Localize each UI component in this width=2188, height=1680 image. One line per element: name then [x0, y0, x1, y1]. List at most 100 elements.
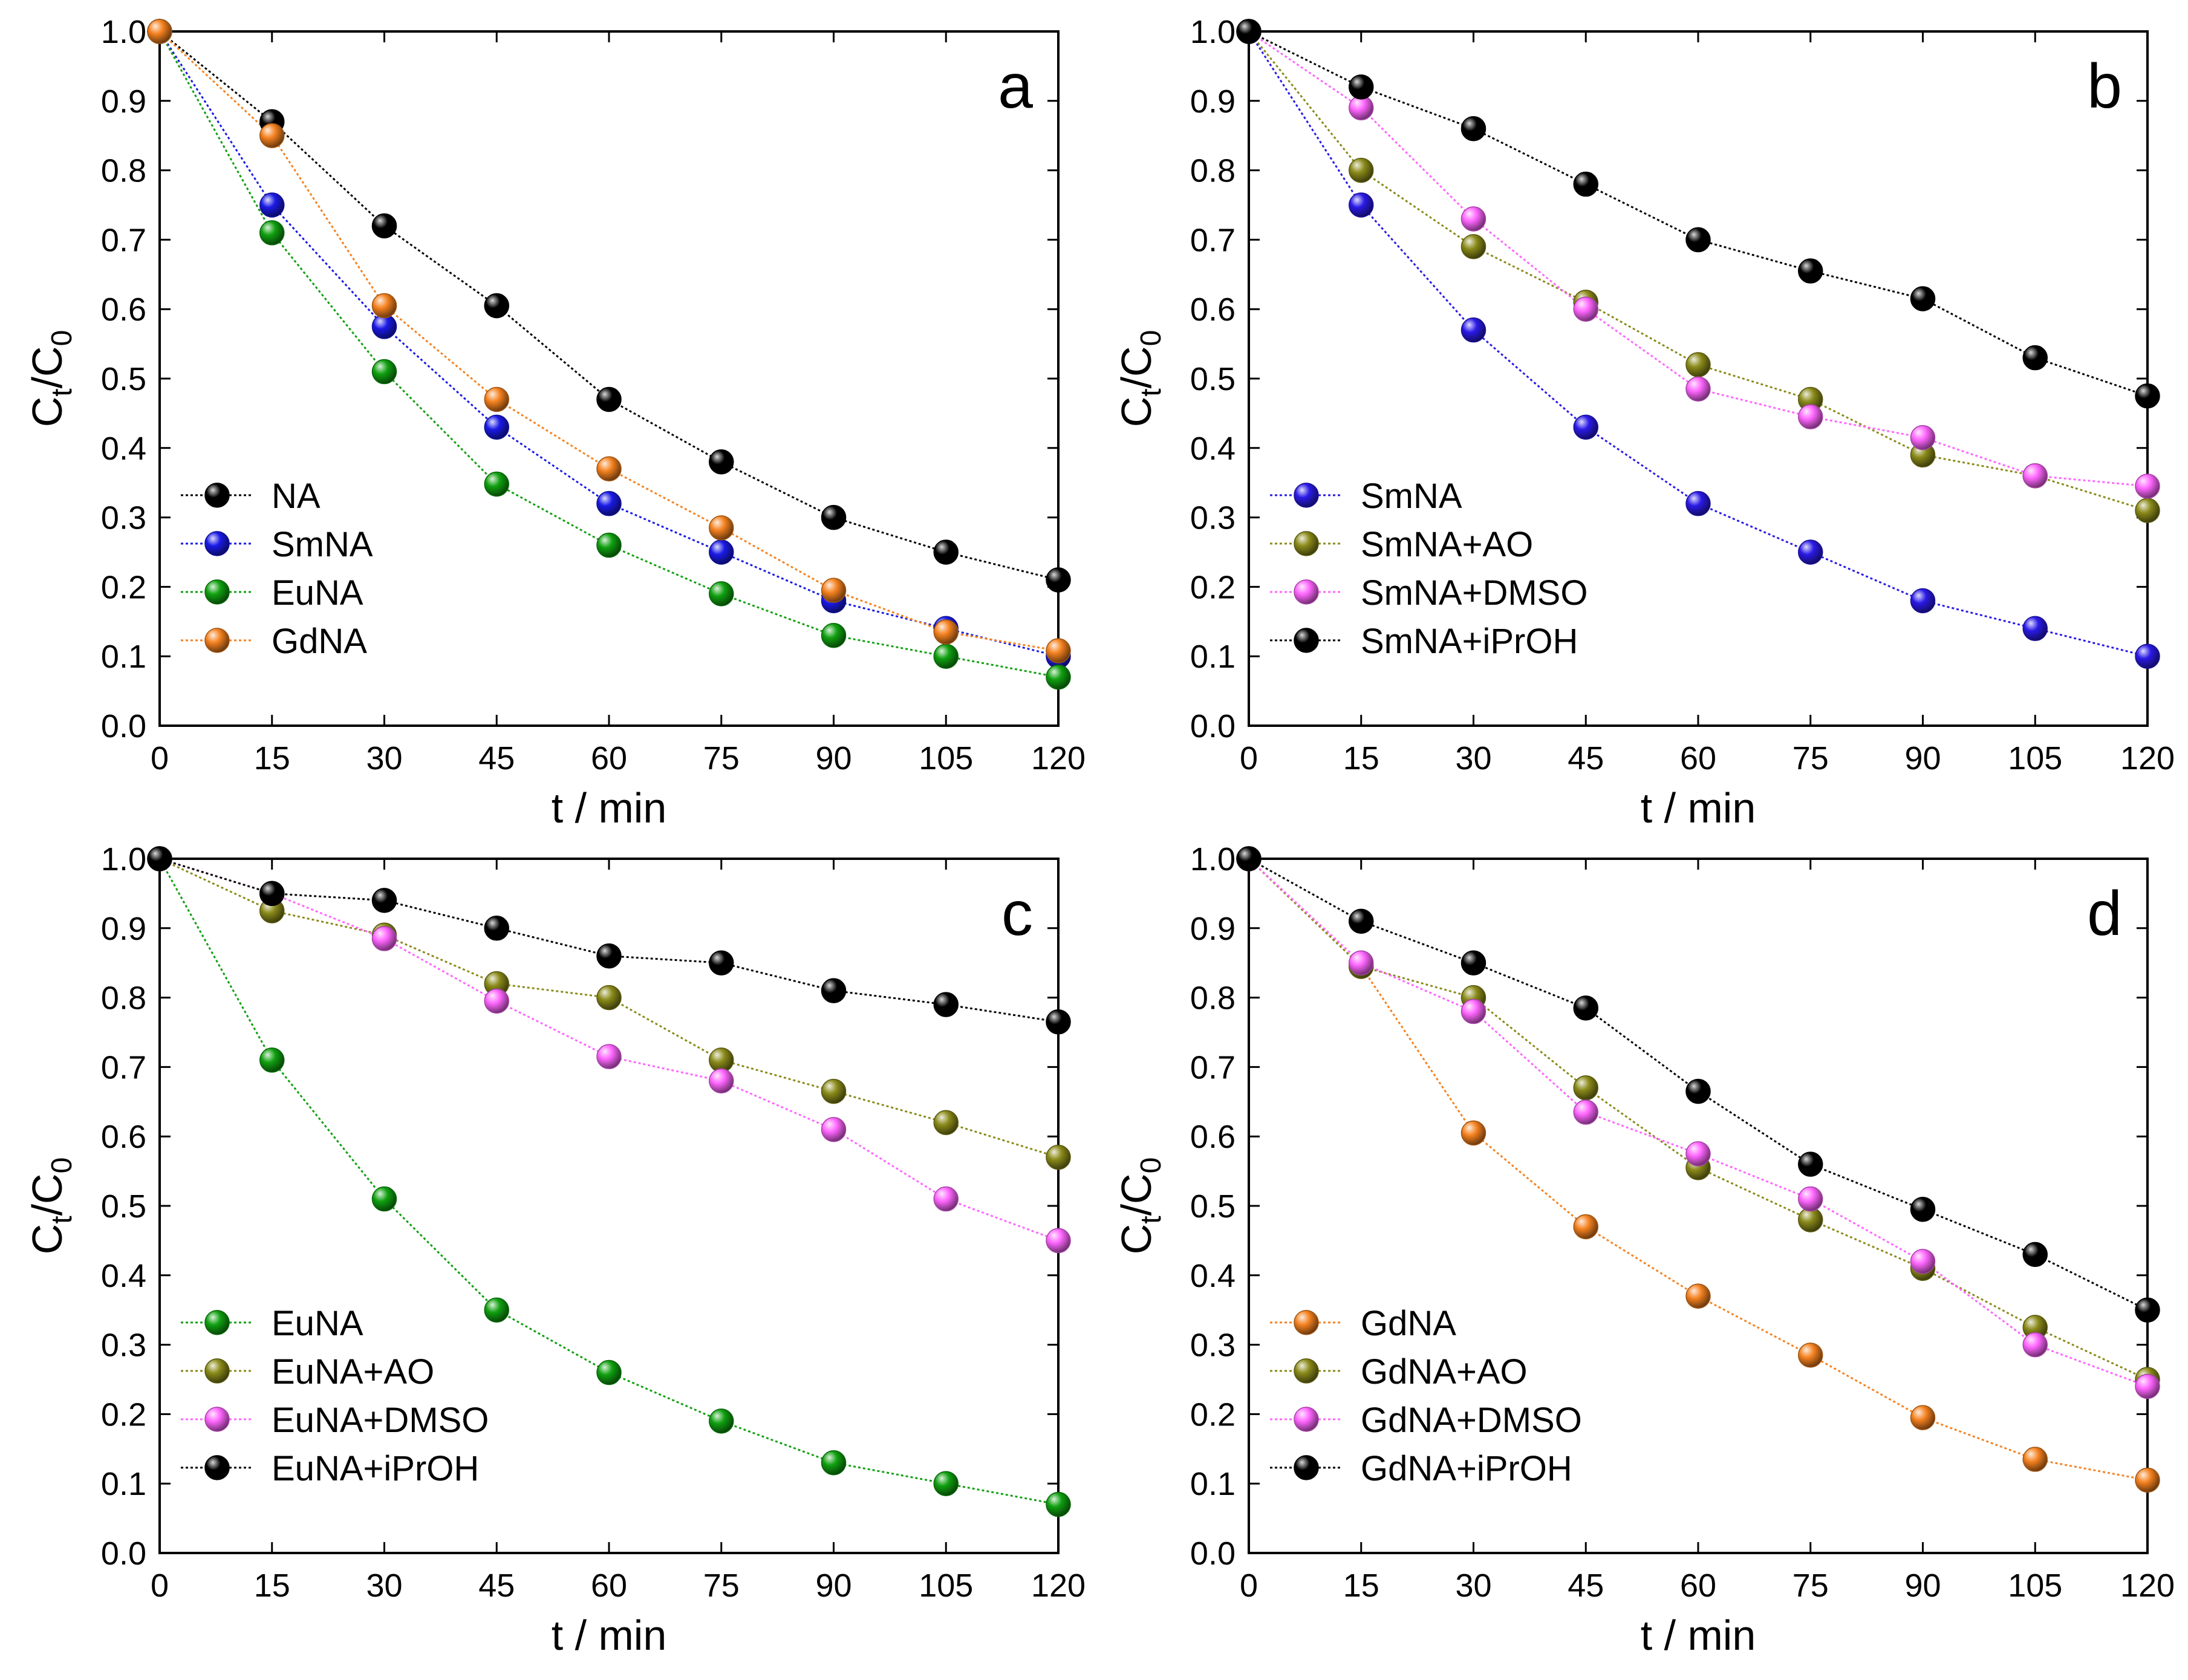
x-tick-label: 75	[703, 740, 740, 777]
data-point-EuNA+iPrOH	[821, 978, 847, 1003]
data-point-SmNA	[1573, 414, 1598, 440]
legend-marker	[204, 628, 230, 653]
data-point-GdNA+DMSO	[2022, 1332, 2048, 1358]
legend-marker	[204, 483, 230, 508]
x-tick-label: 90	[815, 740, 851, 777]
data-point-EuNA+AO	[596, 985, 622, 1011]
data-point-GdNA	[484, 386, 509, 412]
data-point-EuNA+DMSO	[596, 1044, 622, 1069]
data-point-GdNA+iPrOH	[2022, 1242, 2048, 1268]
data-point-GdNA	[596, 456, 622, 481]
y-tick-label: 0.7	[1190, 1049, 1236, 1086]
y-tick-label: 0.1	[1190, 1466, 1236, 1502]
legend-marker	[204, 1407, 230, 1432]
x-tick-label: 30	[1455, 740, 1491, 777]
y-tick-label: 0.2	[101, 569, 146, 605]
x-axis-title: t / min	[1641, 784, 1756, 832]
y-tick-label: 0.5	[101, 361, 146, 397]
data-point-EuNA	[821, 1450, 847, 1476]
data-point-GdNA+DMSO	[2135, 1373, 2160, 1399]
data-point-SmNA	[259, 192, 285, 218]
data-point-EuNA+DMSO	[709, 1068, 734, 1094]
data-point-SmNA+iPrOH	[1910, 286, 1936, 311]
panel-letter: d	[2087, 879, 2122, 949]
x-tick-label: 60	[591, 740, 627, 777]
data-point-EuNA+DMSO	[371, 926, 397, 951]
legend-label: SmNA+iPrOH	[1361, 622, 1578, 661]
y-tick-label: 1.0	[1190, 14, 1236, 50]
data-point-EuNA	[821, 623, 847, 648]
data-point-GdNA	[2022, 1447, 2048, 1472]
data-point-EuNA	[484, 1297, 509, 1323]
legend-marker	[1294, 1407, 1319, 1432]
x-tick-label: 30	[366, 740, 402, 777]
y-tick-label: 0.3	[1190, 1327, 1236, 1364]
data-point-GdNA	[1798, 1343, 1823, 1368]
x-tick-label: 45	[1568, 1568, 1604, 1604]
data-point-SmNA+DMSO	[2022, 463, 2048, 489]
data-point-EuNA+DMSO	[933, 1186, 959, 1212]
y-tick-label: 0.9	[1190, 911, 1236, 947]
data-point-GdNA+DMSO	[1349, 950, 1374, 975]
data-point-GdNA	[1910, 1405, 1936, 1430]
data-point-EuNA	[1046, 1491, 1071, 1517]
x-tick-label: 120	[2120, 1568, 2175, 1604]
data-point-GdNA	[147, 19, 172, 44]
legend-marker	[1294, 1455, 1319, 1480]
x-axis-title: t / min	[552, 1612, 667, 1659]
data-point-SmNA+DMSO	[2135, 474, 2160, 499]
y-tick-label: 0.4	[1190, 431, 1236, 467]
legend-label: EuNA	[272, 1304, 363, 1343]
data-point-NA	[1046, 567, 1071, 593]
legend-marker	[1294, 1358, 1319, 1384]
data-point-GdNA+AO	[1573, 1075, 1598, 1101]
data-point-NA	[933, 539, 959, 565]
y-title-sub1: t	[46, 1216, 78, 1223]
data-point-EuNA+AO	[821, 1078, 847, 1104]
series-line-GdNA+AO	[1248, 858, 2148, 1381]
data-point-NA	[484, 293, 509, 319]
y-axis-title: Ct/C0	[24, 1157, 78, 1255]
y-title-sub2: 0	[46, 1157, 78, 1174]
data-point-GdNA	[2135, 1467, 2160, 1493]
data-point-SmNA+DMSO	[1910, 425, 1936, 451]
legend-label: EuNA+AO	[272, 1352, 434, 1392]
legend-label: GdNA	[272, 622, 367, 661]
data-point-SmNA+AO	[1349, 157, 1374, 183]
data-point-EuNA	[484, 471, 509, 497]
x-tick-label: 75	[1792, 740, 1829, 777]
y-tick-label: 0.5	[101, 1188, 146, 1225]
data-point-SmNA+iPrOH	[1685, 227, 1711, 253]
x-tick-label: 0	[151, 1568, 169, 1604]
y-title-sub2: 0	[1135, 330, 1167, 347]
data-point-NA	[821, 504, 847, 530]
data-point-SmNA+iPrOH	[1236, 19, 1262, 44]
x-tick-label: 45	[478, 1568, 515, 1604]
data-point-EuNA+DMSO	[821, 1116, 847, 1142]
x-tick-label: 90	[815, 1568, 851, 1604]
y-tick-label: 0.7	[1190, 222, 1236, 258]
data-point-SmNA	[2135, 643, 2160, 669]
y-tick-label: 0.0	[101, 1535, 146, 1572]
y-tick-label: 0.5	[1190, 1188, 1236, 1225]
data-point-GdNA+iPrOH	[1798, 1151, 1823, 1177]
data-point-SmNA+iPrOH	[1798, 258, 1823, 284]
legend-label: EuNA+iPrOH	[272, 1449, 479, 1488]
data-point-EuNA+iPrOH	[259, 881, 285, 907]
y-title-main: C	[24, 397, 71, 428]
panel-d: 0 15 30 45 60 75 90 105 120 0.0 0.1 0.2 0.3 0.4 0.5 0.6…	[1113, 841, 2175, 1659]
data-point-SmNA	[1349, 192, 1374, 218]
legend-marker	[204, 579, 230, 605]
legend-marker	[1294, 579, 1319, 605]
data-point-GdNA+DMSO	[1685, 1141, 1711, 1167]
data-point-SmNA+iPrOH	[1573, 171, 1598, 197]
y-tick-label: 1.0	[101, 14, 146, 50]
x-tick-label: 90	[1904, 1568, 1941, 1604]
y-tick-label: 0.3	[101, 1327, 146, 1364]
legend-marker	[1294, 531, 1319, 556]
data-point-GdNA+iPrOH	[1460, 950, 1486, 975]
legend-label: SmNA+DMSO	[1361, 573, 1587, 613]
data-point-GdNA	[1460, 1120, 1486, 1146]
data-point-GdNA	[259, 123, 285, 148]
